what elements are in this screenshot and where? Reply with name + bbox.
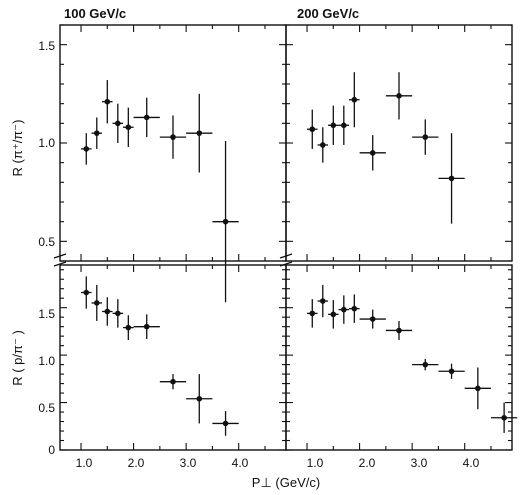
data-point-bottom-right-5 xyxy=(369,316,376,322)
data-point-bottom-left-1 xyxy=(93,300,100,306)
data-point-top-left-8 xyxy=(222,218,229,225)
data-point-top-left-2 xyxy=(104,98,111,105)
data-point-bottom-left-5 xyxy=(143,323,150,330)
xtick-label-right-2.0: 2.0 xyxy=(359,456,376,470)
ytick-label-top-1.5: 1.5 xyxy=(38,39,55,53)
data-point-bottom-right-3 xyxy=(341,306,347,313)
ytick-label-bottom-0.5: 0.5 xyxy=(38,401,55,415)
data-point-top-right-7 xyxy=(422,134,429,140)
data-point-top-left-4 xyxy=(125,124,132,131)
data-point-bottom-left-4 xyxy=(125,324,132,331)
data-point-bottom-left-7 xyxy=(196,395,203,402)
xtick-label-right-3.0: 3.0 xyxy=(411,456,428,470)
data-point-bottom-left-8 xyxy=(222,420,229,427)
axis-break-right xyxy=(279,253,293,267)
data-point-bottom-right-7 xyxy=(422,361,429,368)
data-point-top-right-1 xyxy=(319,142,326,148)
xtick-label-left-4.0: 4.0 xyxy=(232,456,249,470)
data-point-top-left-6 xyxy=(170,134,176,140)
panel-bottom-right-frame xyxy=(285,264,513,451)
data-point-top-left-5 xyxy=(143,114,150,121)
panel-title-100: 100 GeV/c xyxy=(64,6,126,21)
panel-title-200: 200 GeV/c xyxy=(297,6,359,21)
data-point-bottom-right-6 xyxy=(396,327,402,334)
xtick-label-right-1.0: 1.0 xyxy=(307,456,324,470)
data-point-bottom-right-4 xyxy=(351,305,358,312)
data-point-bottom-left-0 xyxy=(83,289,90,296)
data-point-top-right-0 xyxy=(309,126,316,133)
xlabel-pt: P⊥ (GeV/c) xyxy=(252,475,320,490)
xtick-label-right-4.0: 4.0 xyxy=(463,456,480,470)
data-point-top-left-3 xyxy=(115,120,121,127)
data-point-bottom-right-10 xyxy=(501,414,507,421)
data-point-top-left-0 xyxy=(83,146,90,152)
data-point-bottom-right-1 xyxy=(319,298,326,304)
data-point-top-left-1 xyxy=(93,130,100,136)
data-point-top-right-3 xyxy=(341,122,347,129)
ylabel-pi-ratio: R (π⁺/π⁻) xyxy=(10,120,25,177)
panel-bottom-left-frame xyxy=(59,264,287,451)
xtick-label-left-2.0: 2.0 xyxy=(128,456,145,470)
data-point-bottom-right-8 xyxy=(448,368,455,375)
data-point-top-right-4 xyxy=(351,96,358,103)
chart-marks xyxy=(60,24,518,451)
ylabel-p-ratio: R ( p/π⁻ ) xyxy=(10,330,25,386)
ytick-label-top-1.0: 1.0 xyxy=(38,136,55,150)
axis-break-left xyxy=(53,253,67,267)
data-point-bottom-right-2 xyxy=(330,311,337,318)
data-point-top-right-8 xyxy=(448,175,455,182)
data-point-bottom-left-6 xyxy=(170,378,176,385)
ytick-label-bottom-1.5: 1.5 xyxy=(38,307,55,321)
data-point-bottom-right-9 xyxy=(475,385,481,392)
data-point-top-right-6 xyxy=(396,93,402,99)
data-point-bottom-left-2 xyxy=(104,308,111,315)
ytick-label-top-0.5: 0.5 xyxy=(38,235,55,249)
xtick-label-left-3.0: 3.0 xyxy=(180,456,197,470)
data-point-top-right-5 xyxy=(369,150,376,156)
data-point-top-left-7 xyxy=(196,130,203,136)
data-point-bottom-right-0 xyxy=(309,310,316,317)
xtick-label-left-1.0: 1.0 xyxy=(76,456,93,470)
data-point-top-right-2 xyxy=(330,122,337,129)
ytick-label-bottom-1.0: 1.0 xyxy=(38,354,55,368)
data-point-bottom-left-3 xyxy=(115,310,121,317)
ytick-label-bottom-0: 0 xyxy=(48,443,55,457)
panel-top-right-frame xyxy=(285,24,513,262)
